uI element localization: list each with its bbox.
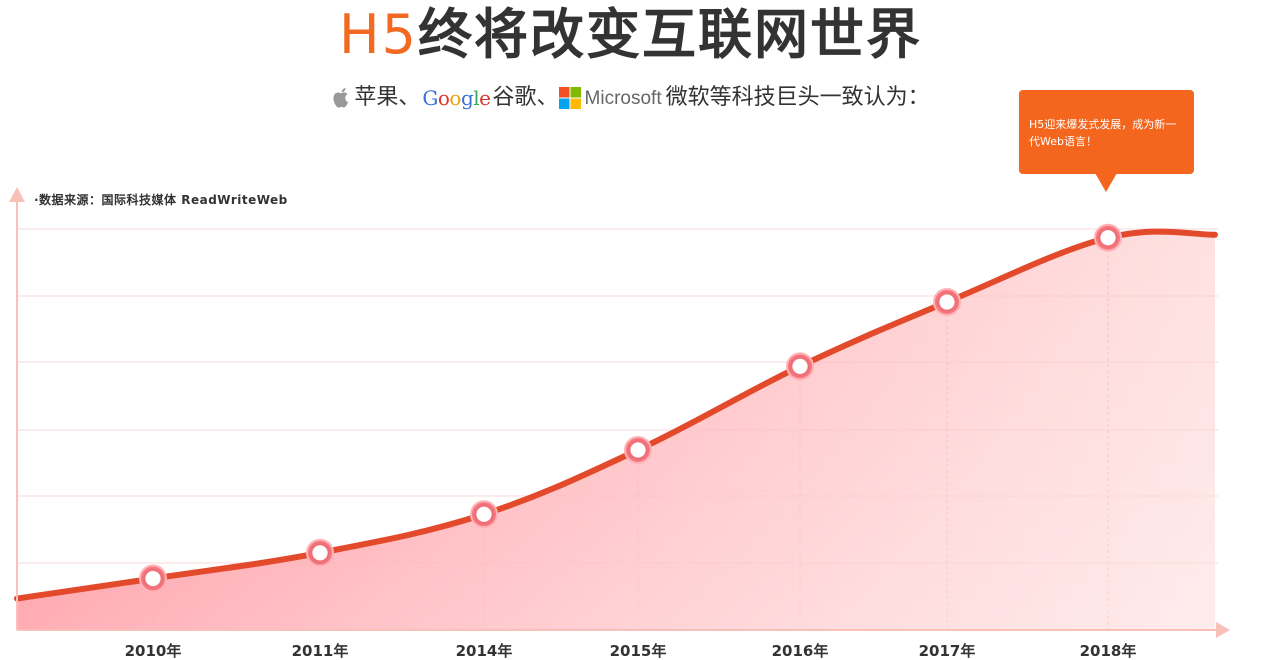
subtitle-google: 谷歌、 — [492, 85, 559, 110]
x-axis-labels: 2010年 2011年 2014年 2015年 2016年 2017年 2018年 — [125, 642, 1137, 660]
google-logo: Google — [422, 86, 491, 110]
y-axis-arrow-icon — [9, 187, 25, 202]
chart-axes — [9, 187, 1230, 638]
title-accent: H5 — [339, 3, 418, 66]
data-point-marker — [786, 352, 814, 381]
data-source-note: ·数据来源：国际科技媒体 ReadWriteWeb — [34, 193, 288, 207]
data-point-marker — [1094, 223, 1122, 252]
callout-text: H5迎来爆发式发展，成为新一代Web语言！ — [1029, 118, 1177, 148]
data-point-marker — [933, 288, 961, 317]
microsoft-logo-text: Microsoft — [584, 88, 662, 109]
x-tick-label: 2010年 — [125, 642, 182, 660]
apple-icon — [333, 88, 349, 108]
area-fade — [17, 231, 1215, 631]
x-tick-label: 2018年 — [1080, 642, 1137, 660]
subtitle: 苹果、 Google谷歌、 Microsoft 微软等科技巨头一致认为： — [0, 80, 1261, 117]
data-point-marker — [470, 500, 498, 529]
x-tick-label: 2011年 — [292, 642, 349, 660]
page-title: H5终将改变互联网世界 — [0, 2, 1261, 68]
callout-bubble: H5迎来爆发式发展，成为新一代Web语言！ — [1019, 90, 1194, 192]
subtitle-apple: 苹果、 — [354, 85, 421, 110]
data-point-marker — [624, 435, 652, 464]
microsoft-icon — [558, 87, 581, 109]
x-tick-label: 2014年 — [456, 642, 513, 660]
x-tick-label: 2015年 — [610, 642, 667, 660]
data-point-marker — [306, 538, 334, 567]
x-axis-arrow-icon — [1216, 622, 1230, 638]
x-tick-label: 2016年 — [772, 642, 829, 660]
data-points — [139, 223, 1122, 593]
subtitle-rest: 微软等科技巨头一致认为： — [665, 85, 930, 110]
x-tick-label: 2017年 — [919, 642, 976, 660]
data-point-marker — [139, 564, 167, 593]
title-text: 终将改变互联网世界 — [417, 3, 922, 66]
